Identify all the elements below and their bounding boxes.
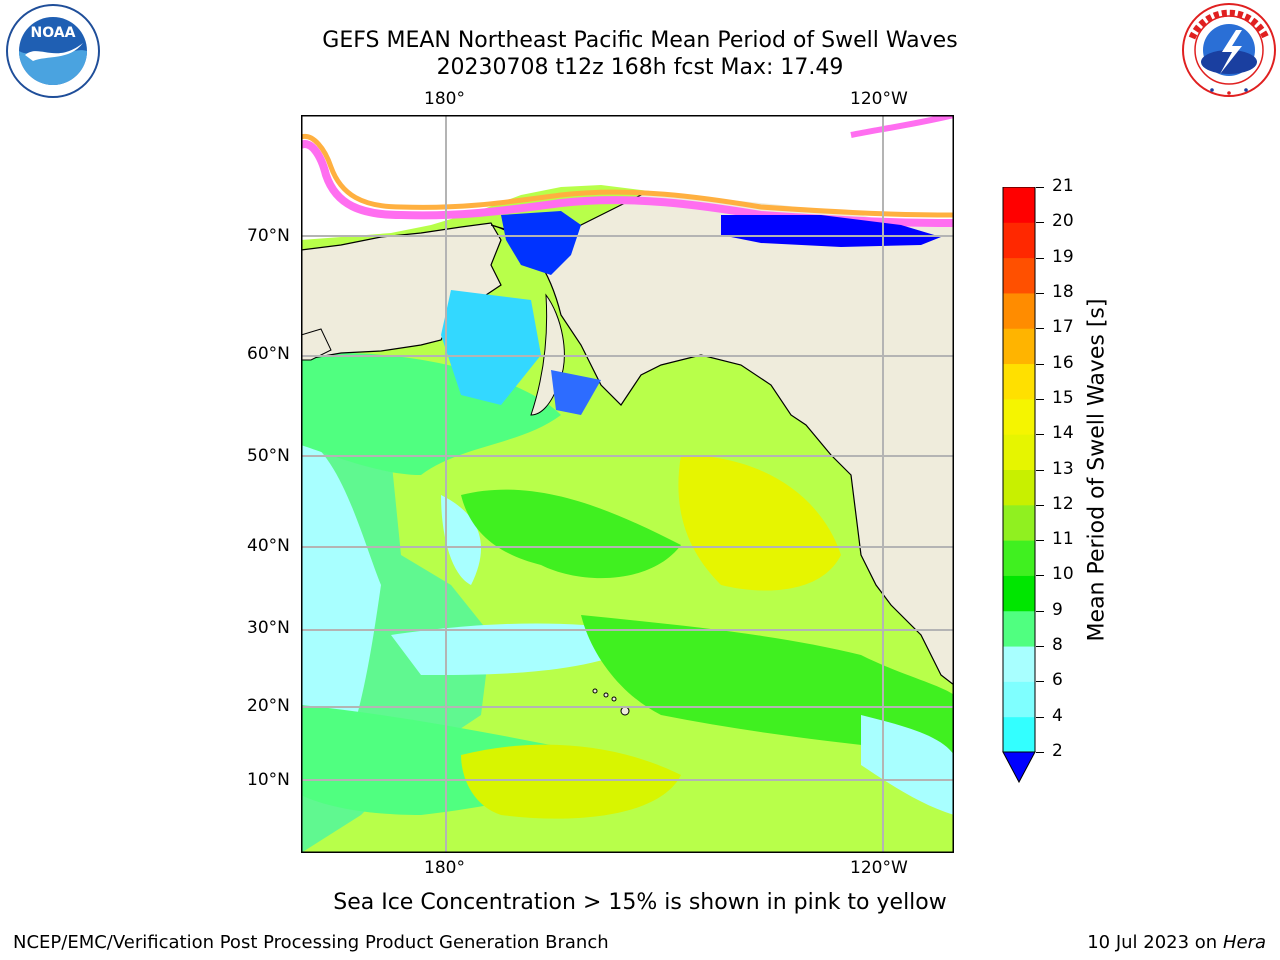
map-border: [301, 115, 954, 853]
colorbar-tick-mark: [1036, 504, 1044, 506]
lat-tick-20n: 20°N: [247, 696, 290, 716]
graticule: [301, 115, 954, 853]
colorbar-tick-mark: [1036, 398, 1044, 400]
lat-tick-10n: 10°N: [247, 770, 290, 790]
colorbar-bin: [1003, 610, 1035, 647]
colorbar-tick-label: 8: [1052, 635, 1063, 656]
footer-date-text: 10 Jul 2023 on: [1087, 932, 1223, 953]
colorbar-tick-label: 12: [1052, 493, 1074, 514]
lat-tick-30n: 30°N: [247, 618, 290, 638]
colorbar-bin: [1003, 681, 1035, 718]
map-panel: [301, 115, 954, 853]
chart-subtitle: 20230708 t12z 168h fcst Max: 17.49: [436, 55, 844, 80]
colorbar-tick-label: 16: [1052, 352, 1074, 373]
colorbar-tick-label: 10: [1052, 564, 1074, 585]
colorbar-bin: [1003, 646, 1035, 682]
lon-tick-top-120w: 120°W: [850, 89, 908, 109]
colorbar: [1002, 186, 1036, 787]
colorbar-tick-label: 20: [1052, 211, 1074, 232]
lon-tick-top-180: 180°: [424, 89, 465, 109]
colorbar-tick-mark: [1036, 540, 1044, 542]
footer-date: 10 Jul 2023 on Hera: [1087, 932, 1266, 953]
colorbar-tick-mark: [1036, 716, 1044, 718]
land-siberia: [301, 222, 502, 361]
swell-region-cyan-west: [301, 435, 381, 775]
swell-region-cyan-patch: [441, 495, 481, 585]
sea-ice-edge-north: [850, 115, 954, 138]
colorbar-bin: [1003, 292, 1035, 329]
swell-region-yellow-core: [678, 455, 841, 591]
colorbar-bin: [1003, 504, 1035, 541]
colorbar-tick-label: 15: [1052, 387, 1074, 408]
colorbar-bin: [1003, 575, 1035, 612]
colorbar-tick-mark: [1036, 681, 1044, 683]
colorbar-tick-mark: [1036, 222, 1044, 224]
lon-tick-bottom-120w: 120°W: [850, 858, 908, 878]
colorbar-border: [1002, 186, 1036, 753]
lat-tick-70n: 70°N: [247, 226, 290, 246]
colorbar-tick-label: 21: [1052, 176, 1074, 196]
colorbar-bin: [1003, 434, 1035, 470]
lon-tick-bottom-180: 180°: [424, 858, 465, 878]
colorbar-tick-mark: [1036, 434, 1044, 436]
lat-tick-50n: 50°N: [247, 446, 290, 466]
colorbar-tick-mark: [1036, 469, 1044, 471]
colorbar-tick-mark: [1036, 752, 1044, 753]
colorbar-tick-mark: [1036, 328, 1044, 330]
colorbar-tick-mark: [1036, 575, 1044, 577]
colorbar-tick-mark: [1036, 646, 1044, 648]
colorbar-bin: [1003, 540, 1035, 576]
colorbar-tick-label: 4: [1052, 705, 1063, 726]
colorbar-tick-label: 19: [1052, 246, 1074, 267]
lat-tick-40n: 40°N: [247, 536, 290, 556]
colorbar-bin: [1003, 398, 1035, 435]
colorbar-extend-arrow: [1002, 751, 1036, 784]
colorbar-title: Mean Period of Swell Waves [s]: [1084, 298, 1110, 642]
noaa-logo-text: NOAA: [31, 25, 76, 41]
swell-region-beaufort-blue: [721, 215, 941, 247]
footer-host: Hera: [1222, 932, 1266, 953]
colorbar-tick-label: 6: [1052, 670, 1063, 691]
colorbar-tick-label: 17: [1052, 317, 1074, 338]
nws-logo: [1180, 2, 1278, 98]
colorbar-tick-mark: [1036, 610, 1044, 612]
sea-ice-edge-orange: [301, 133, 954, 218]
colorbar-tick-label: 14: [1052, 423, 1074, 444]
colorbar-tick-label: 2: [1052, 741, 1063, 761]
sea-ice-caption: Sea Ice Concentration > 15% is shown in …: [333, 890, 947, 915]
colorbar-tick-mark: [1036, 187, 1044, 188]
colorbar-bin: [1003, 363, 1035, 400]
colorbar-tick-mark: [1036, 292, 1044, 294]
colorbar-tick-label: 13: [1052, 458, 1074, 479]
colorbar-tick-label: 18: [1052, 281, 1074, 302]
swell-region-mid-green: [461, 489, 681, 579]
colorbar-bin: [1003, 469, 1035, 506]
noaa-logo: NOAA: [3, 3, 103, 99]
swell-region-south-green: [581, 615, 954, 755]
swell-region-chukchi-blue: [501, 211, 581, 275]
swell-region-bering-cyan: [441, 290, 541, 405]
colorbar-tick-label: 9: [1052, 599, 1063, 620]
colorbar-bin: [1003, 222, 1035, 259]
colorbar-bin: [1003, 257, 1035, 294]
colorbar-bin: [1003, 187, 1035, 223]
arctic-no-data: [301, 115, 954, 240]
colorbar-tick-mark: [1036, 257, 1044, 259]
chart-title: GEFS MEAN Northeast Pacific Mean Period …: [322, 28, 958, 53]
colorbar-tick-label: 11: [1052, 529, 1074, 550]
colorbar-bin: [1003, 716, 1035, 753]
lat-tick-60n: 60°N: [247, 344, 290, 364]
colorbar-graphic: [1002, 186, 1036, 784]
swell-region-bristol-blue: [551, 370, 601, 415]
swell-region-se-cyan: [861, 715, 954, 815]
swell-region-south-yellow: [461, 744, 681, 819]
footer-credit: NCEP/EMC/Verification Post Processing Pr…: [13, 932, 609, 953]
colorbar-tick-mark: [1036, 363, 1044, 365]
colorbar-bin: [1003, 328, 1035, 365]
